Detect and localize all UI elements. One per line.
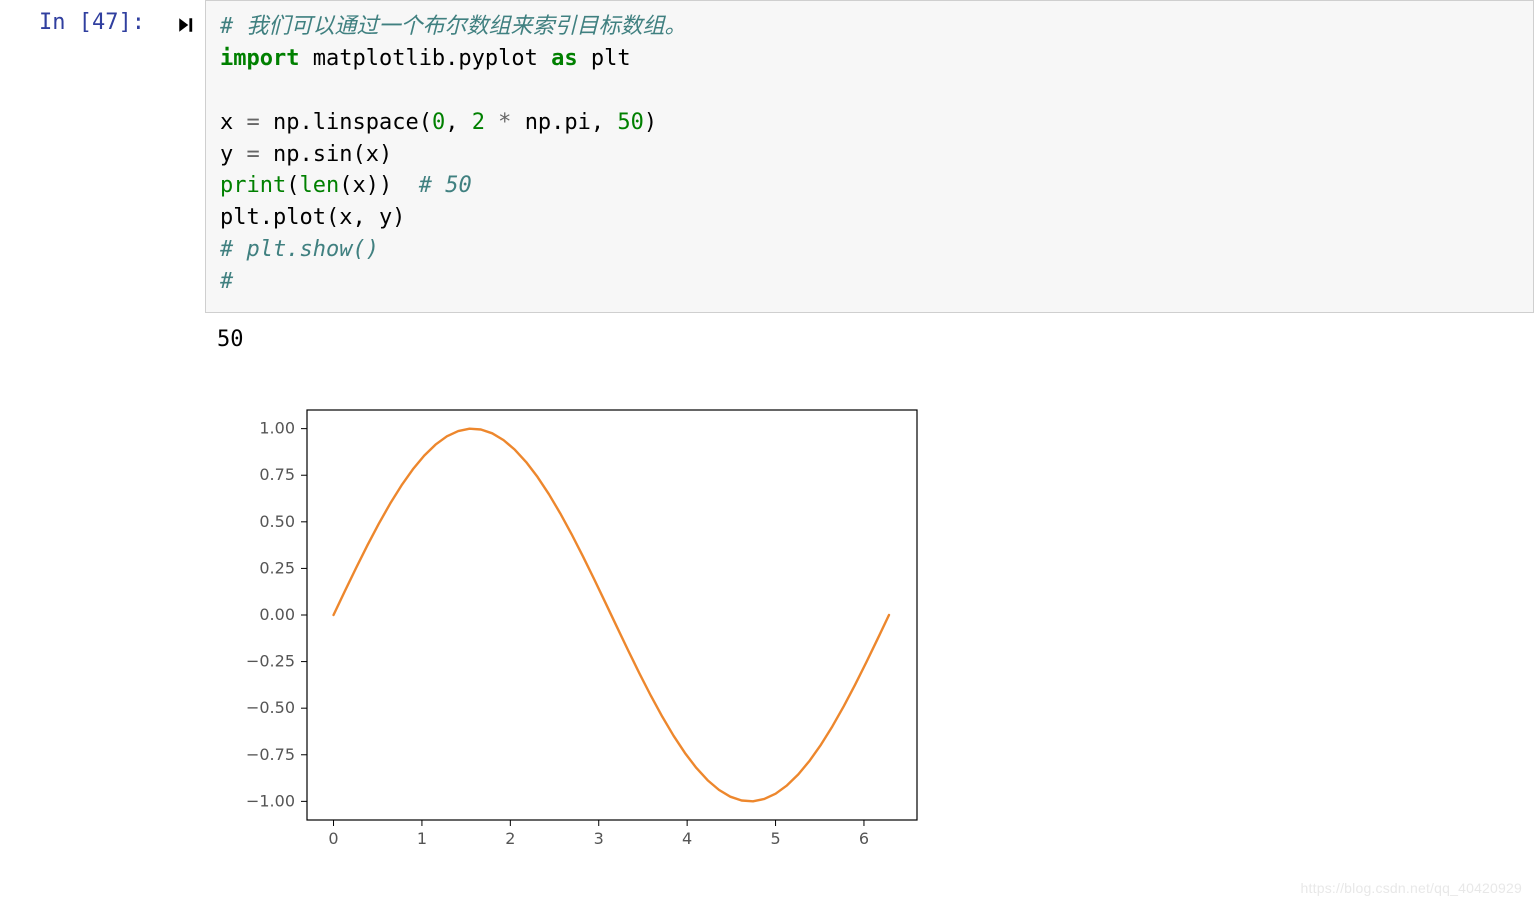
svg-text:2: 2: [505, 829, 515, 848]
svg-text:5: 5: [770, 829, 780, 848]
watermark-text: https://blog.csdn.net/qq_40420929: [1301, 880, 1522, 896]
code-comment: # 我们可以通过一个布尔数组来索引目标数组。: [220, 14, 687, 39]
svg-text:1: 1: [417, 829, 427, 848]
svg-text:−0.50: −0.50: [246, 698, 295, 717]
svg-text:3: 3: [594, 829, 604, 848]
output-spacer: [0, 327, 205, 352]
svg-text:−0.25: −0.25: [246, 652, 295, 671]
svg-text:4: 4: [682, 829, 692, 848]
code-input[interactable]: # 我们可以通过一个布尔数组来索引目标数组。 import matplotlib…: [205, 0, 1534, 313]
run-to-end-icon[interactable]: [177, 10, 205, 40]
svg-text:6: 6: [859, 829, 869, 848]
output-chart-row: −1.00 −0.75 −0.50 −0.25 0.00 0.25 0.50 0.75 1.00…: [0, 366, 1534, 862]
code-keyword: import: [220, 46, 299, 71]
svg-text:0: 0: [328, 829, 338, 848]
code-cell: In [47]: # 我们可以通过一个布尔数组来索引目标数组。 import m…: [0, 0, 1534, 313]
chart-container: −1.00 −0.75 −0.50 −0.25 0.00 0.25 0.50 0.75 1.00…: [205, 392, 937, 862]
svg-text:−0.75: −0.75: [246, 745, 295, 764]
output-stdout-row: 50: [0, 327, 1534, 352]
svg-text:0.50: 0.50: [259, 512, 295, 531]
sine-line-chart: −1.00 −0.75 −0.50 −0.25 0.00 0.25 0.50 0.75 1.00…: [217, 392, 937, 862]
prompt-area: In [47]:: [0, 0, 205, 313]
prompt-label: In [47]:: [39, 10, 177, 35]
svg-text:0.25: 0.25: [259, 558, 295, 577]
svg-text:0.00: 0.00: [259, 605, 295, 624]
svg-text:1.00: 1.00: [259, 419, 295, 438]
output-spacer: [0, 366, 205, 862]
svg-text:−1.00: −1.00: [246, 791, 295, 810]
svg-text:0.75: 0.75: [259, 465, 295, 484]
stdout-text: 50: [205, 327, 244, 352]
